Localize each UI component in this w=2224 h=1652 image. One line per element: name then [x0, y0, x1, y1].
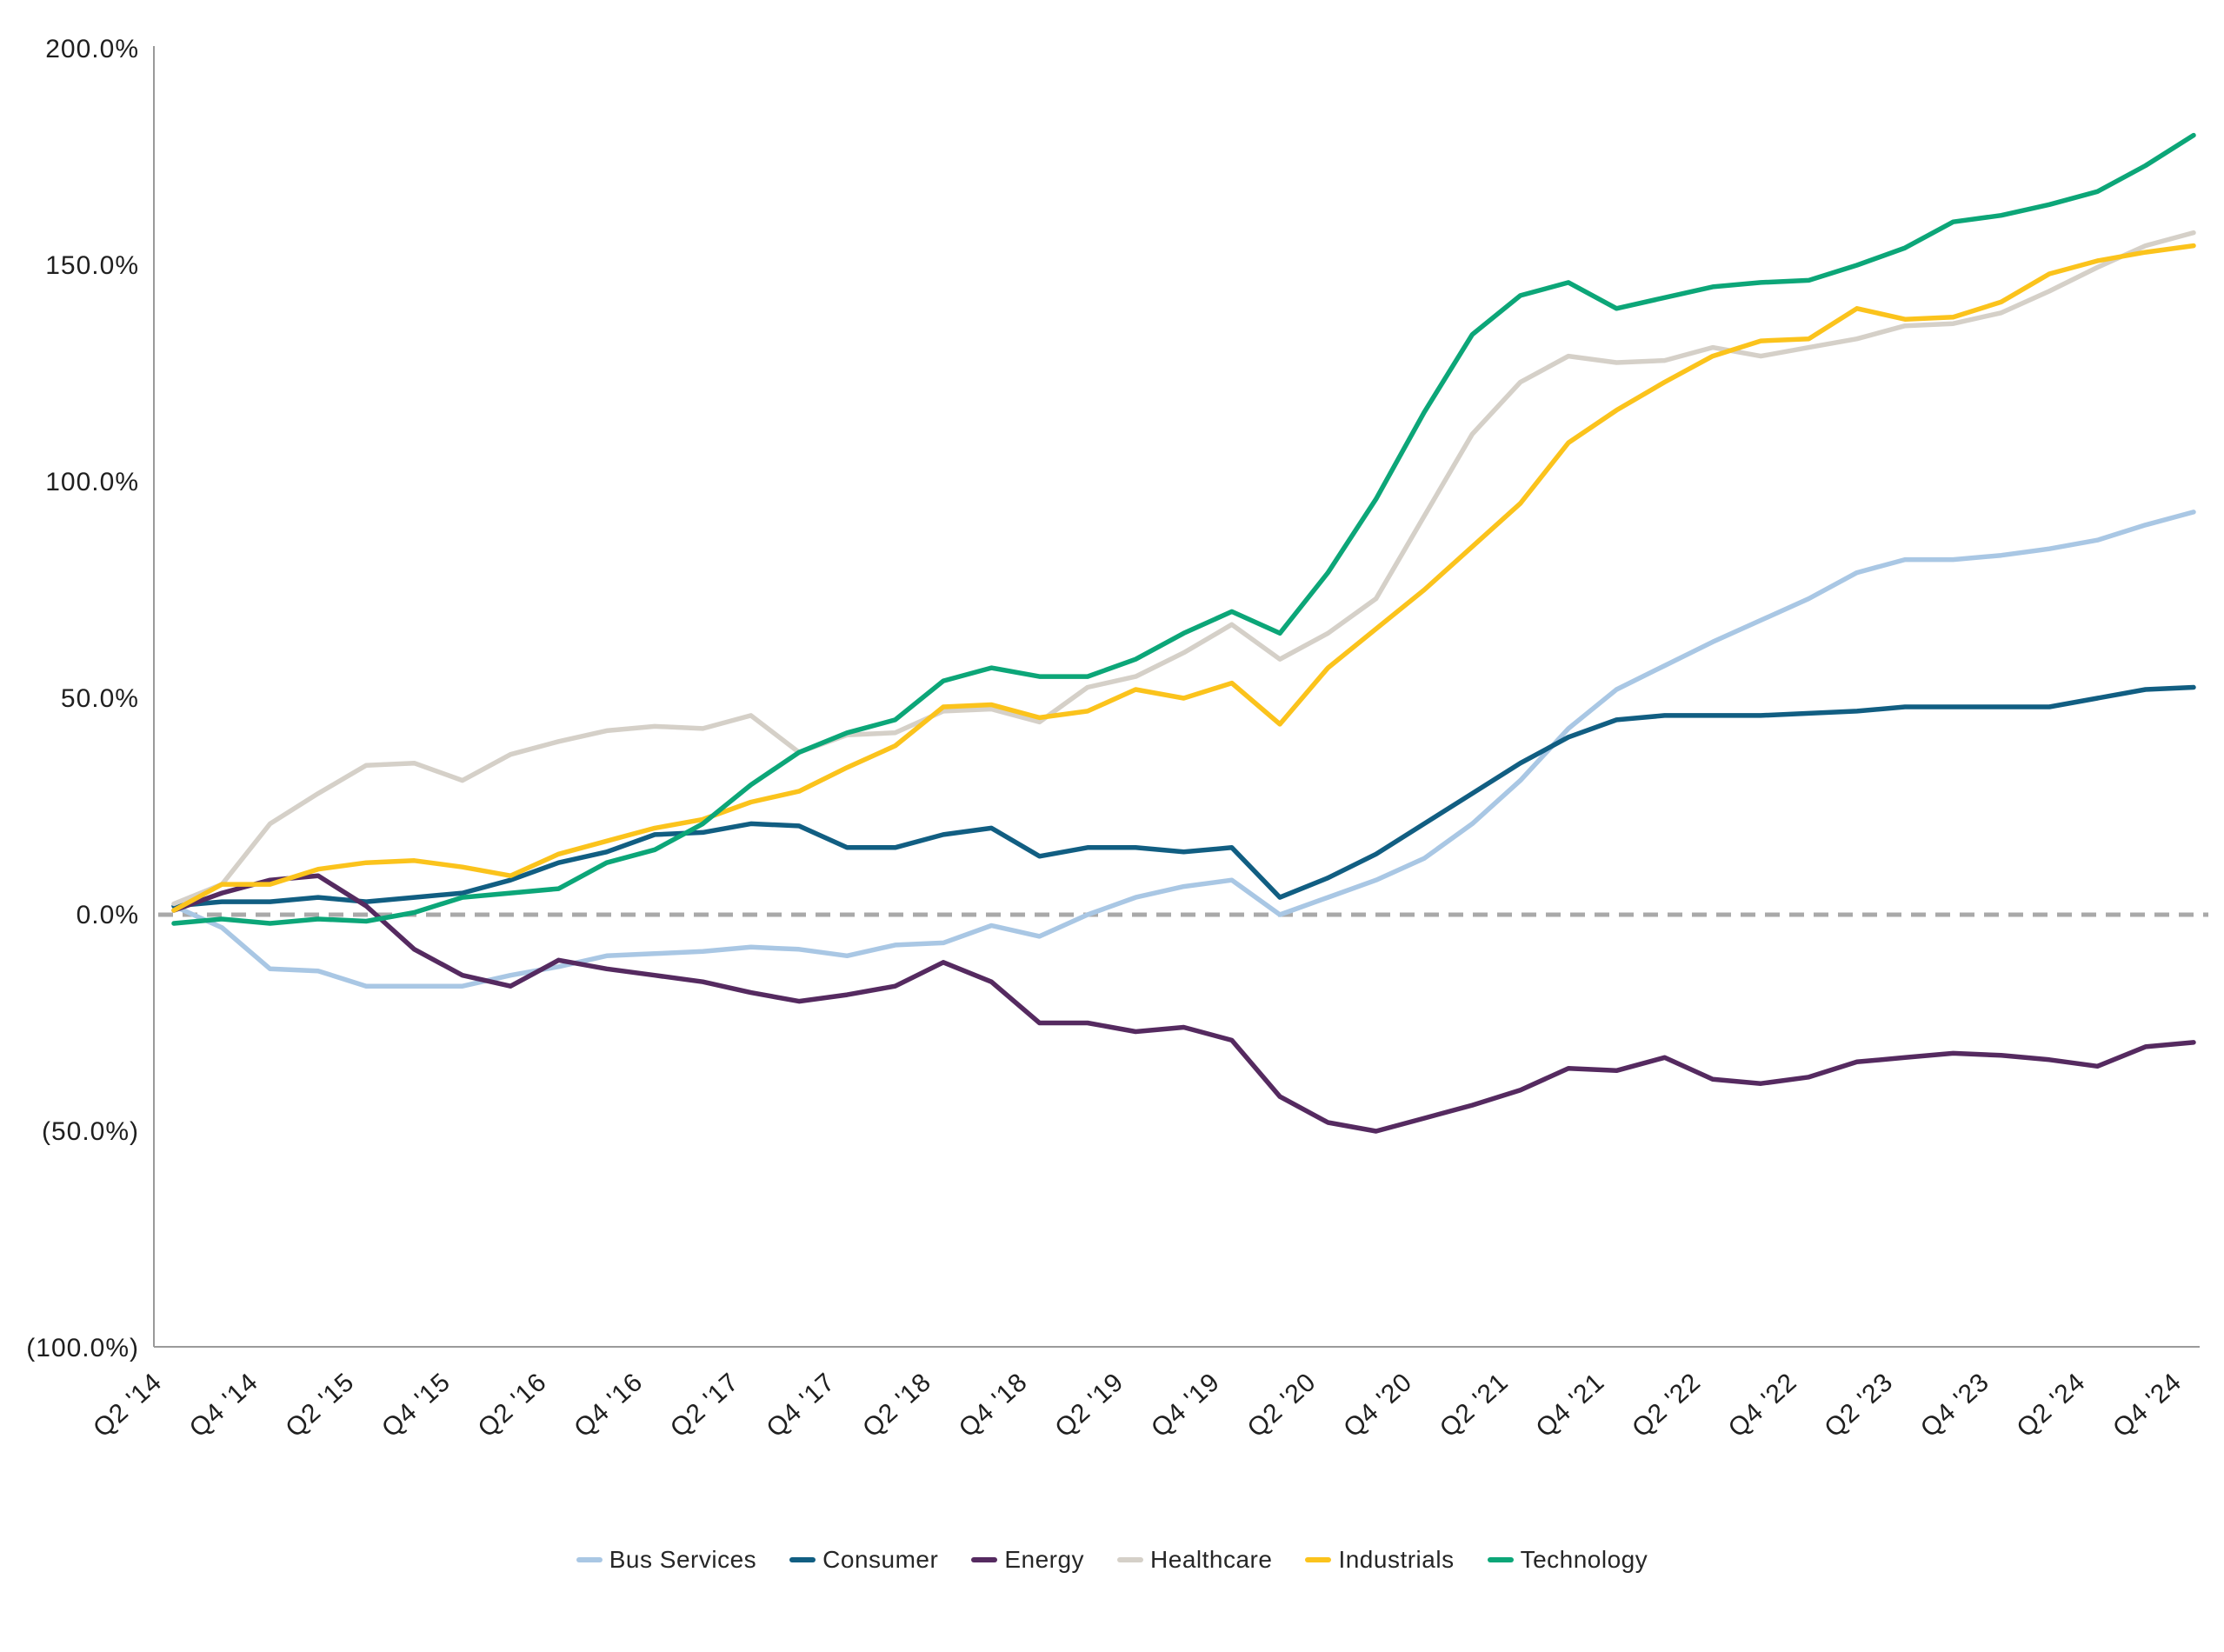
- x-axis-tick-label: Q2 '19: [1049, 1368, 1129, 1443]
- series-line-bus-services: [171, 510, 2196, 989]
- series-line-industrials: [171, 243, 2196, 913]
- legend-label: Technology: [1520, 1546, 1648, 1573]
- x-axis-tick-label: Q2 '16: [473, 1368, 553, 1443]
- y-axis-tick-label: 200.0%: [45, 35, 139, 63]
- x-axis-tick-label: Q2 '20: [1242, 1368, 1322, 1443]
- y-axis-tick-label: 100.0%: [45, 468, 139, 496]
- legend-item-consumer: Consumer: [789, 1546, 938, 1574]
- y-axis-tick-label: (100.0%): [26, 1334, 139, 1362]
- legend-swatch-icon: [1305, 1557, 1332, 1562]
- x-axis-tick-label: Q2 '24: [2012, 1368, 2092, 1443]
- legend-label: Healthcare: [1150, 1546, 1273, 1573]
- x-axis-tick-label: Q2 '18: [857, 1368, 937, 1443]
- legend-label: Consumer: [822, 1546, 939, 1573]
- x-axis-tick-label: Q4 '17: [761, 1368, 841, 1443]
- y-axis-tick-label: (50.0%): [42, 1117, 139, 1146]
- x-axis-tick-label: Q4 '23: [1915, 1368, 1995, 1443]
- x-axis-tick-label: Q4 '24: [2107, 1368, 2187, 1443]
- y-axis-tick-label: 150.0%: [45, 251, 139, 280]
- legend-swatch-icon: [576, 1557, 603, 1562]
- chart-legend: Bus Services Consumer Energy Healthcare Indu…: [0, 1546, 2224, 1574]
- x-axis-tick-label: Q4 '16: [569, 1368, 649, 1443]
- y-axis-tick-label: 0.0%: [77, 901, 139, 929]
- legend-item-bus-services: Bus Services: [576, 1546, 756, 1574]
- legend-item-technology: Technology: [1487, 1546, 1648, 1574]
- x-axis-tick-label: Q4 '21: [1530, 1368, 1610, 1443]
- x-axis-tick-label: Q4 '18: [954, 1368, 1034, 1443]
- legend-label: Industrials: [1338, 1546, 1455, 1573]
- x-axis-tick-label: Q4 '19: [1146, 1368, 1226, 1443]
- x-axis-tick-label: Q2 '22: [1627, 1368, 1707, 1443]
- x-axis-tick-label: Q4 '20: [1338, 1368, 1418, 1443]
- x-axis-tick-label: Q2 '17: [665, 1368, 745, 1443]
- series-line-healthcare: [171, 230, 2196, 907]
- legend-item-healthcare: Healthcare: [1117, 1546, 1272, 1574]
- series-line-technology: [171, 132, 2196, 926]
- legend-item-industrials: Industrials: [1305, 1546, 1454, 1574]
- x-axis-tick-label: Q2 '14: [88, 1368, 168, 1443]
- legend-swatch-icon: [789, 1557, 816, 1562]
- legend-item-energy: Energy: [971, 1546, 1084, 1574]
- y-axis-tick-label: 50.0%: [61, 684, 139, 713]
- legend-swatch-icon: [1117, 1557, 1144, 1562]
- series-line-energy: [171, 873, 2196, 1134]
- x-axis-tick-label: Q4 '15: [376, 1368, 456, 1443]
- legend-label: Energy: [1004, 1546, 1085, 1573]
- x-axis-tick-label: Q2 '21: [1435, 1368, 1515, 1443]
- legend-swatch-icon: [971, 1557, 998, 1562]
- legend-swatch-icon: [1487, 1557, 1514, 1562]
- x-axis-tick-label: Q2 '23: [1819, 1368, 1899, 1443]
- series-line-consumer: [171, 684, 2196, 909]
- legend-label: Bus Services: [609, 1546, 757, 1573]
- x-axis-tick-label: Q4 '14: [184, 1368, 264, 1443]
- x-axis-tick-label: Q2 '15: [280, 1368, 360, 1443]
- x-axis-tick-label: Q4 '22: [1723, 1368, 1803, 1443]
